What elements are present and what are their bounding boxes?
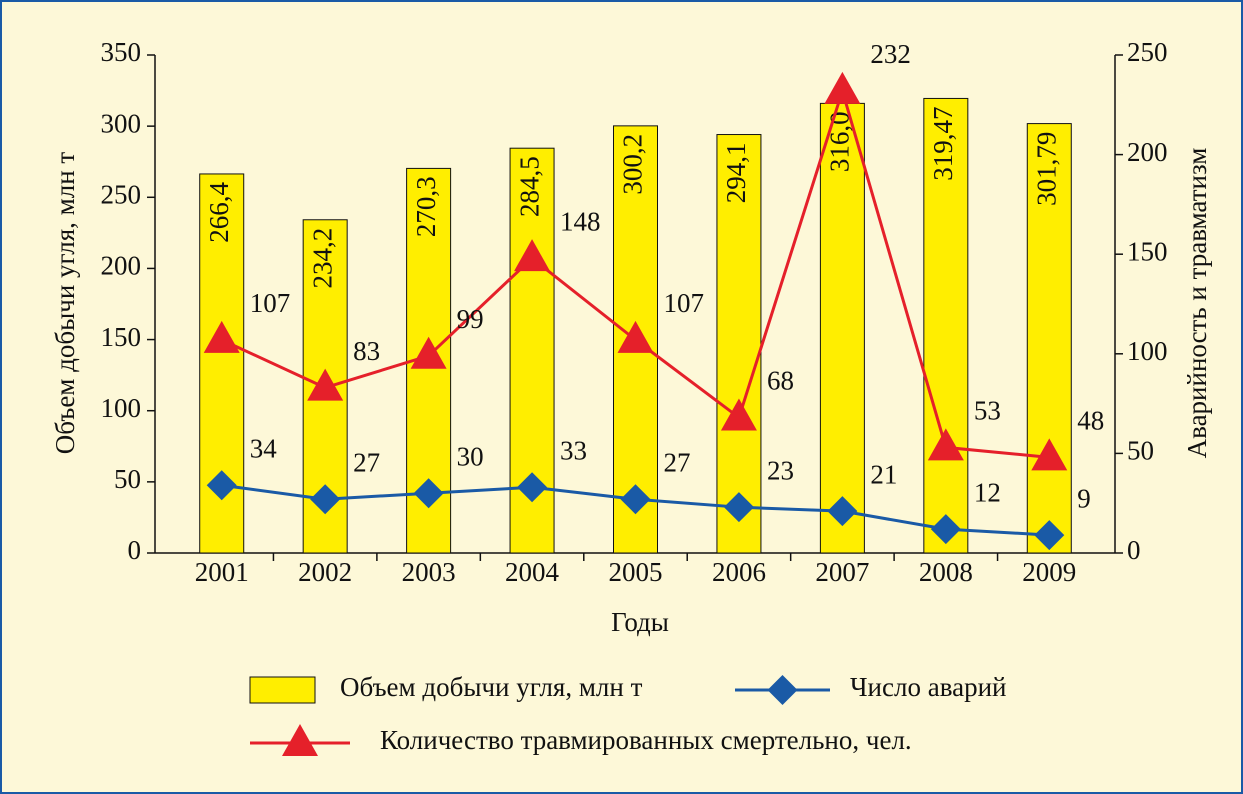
x-tick-label: 2009 <box>1022 557 1076 587</box>
marker <box>1034 520 1065 551</box>
line-value-label: 27 <box>353 447 380 477</box>
y2-tick-label: 200 <box>1127 137 1168 167</box>
y2-tick-label: 150 <box>1127 236 1168 266</box>
legend-label: Число аварий <box>850 672 1006 702</box>
legend-label: Объем добычи угля, млн т <box>340 672 643 702</box>
marker <box>413 478 444 509</box>
bar <box>1026 123 1072 554</box>
bar-value-label: 284,5 <box>514 156 544 217</box>
y-tick-label: 50 <box>114 464 141 494</box>
marker <box>310 484 341 515</box>
y-tick-label: 200 <box>101 251 142 281</box>
bar-value-label: 301,79 <box>1031 132 1061 206</box>
bar-value-label: 266,4 <box>204 181 234 242</box>
x-tick-label: 2005 <box>609 557 663 587</box>
y2-tick-label: 250 <box>1127 37 1168 67</box>
legend-label: Количество травмированных смертельно, че… <box>380 725 912 755</box>
marker <box>514 239 551 272</box>
line-value-label: 21 <box>870 459 897 489</box>
line-value-label: 48 <box>1077 406 1104 436</box>
y2-tick-label: 100 <box>1127 336 1168 366</box>
marker <box>203 320 240 353</box>
line-value-label: 99 <box>457 304 484 334</box>
y-tick-label: 100 <box>101 393 142 423</box>
bar-value-label: 270,3 <box>411 176 441 237</box>
x-tick-label: 2006 <box>712 557 766 587</box>
line-value-label: 9 <box>1077 483 1091 513</box>
y-tick-label: 350 <box>101 37 142 67</box>
marker <box>824 71 861 104</box>
bar-value-label: 319,47 <box>928 106 958 180</box>
x-tick-label: 2008 <box>919 557 973 587</box>
bar-value-label: 234,2 <box>307 228 337 289</box>
bar-value-label: 316,0 <box>825 111 855 172</box>
marker <box>930 514 961 545</box>
line-value-label: 83 <box>353 336 380 366</box>
bar <box>923 97 969 554</box>
marker <box>620 484 651 515</box>
line-value-label: 27 <box>664 447 691 477</box>
x-tick-label: 2003 <box>402 557 456 587</box>
marker <box>720 398 757 431</box>
legend-marker <box>282 724 318 756</box>
line-value-label: 232 <box>870 39 911 69</box>
line-value-label: 33 <box>560 435 587 465</box>
y-tick-label: 300 <box>101 108 142 138</box>
x-axis-label: Годы <box>611 607 669 637</box>
bar-value-label: 294,1 <box>721 143 751 204</box>
line-value-label: 30 <box>457 441 484 471</box>
y2-axis-label: Аварийность и травматизм <box>1182 148 1212 459</box>
x-tick-label: 2001 <box>195 557 249 587</box>
line-value-label: 68 <box>767 366 794 396</box>
y-axis-label: Объем добычи угля, млн т <box>50 152 80 455</box>
y-tick-label: 250 <box>101 179 142 209</box>
y-tick-label: 150 <box>101 322 142 352</box>
y-tick-label: 0 <box>128 535 142 565</box>
x-tick-label: 2002 <box>298 557 352 587</box>
y2-tick-label: 0 <box>1127 535 1141 565</box>
marker <box>1031 438 1068 471</box>
marker <box>517 472 548 503</box>
marker <box>617 320 654 353</box>
marker <box>827 496 858 527</box>
line-value-label: 53 <box>974 396 1001 426</box>
line-value-label: 148 <box>560 206 601 236</box>
marker <box>206 470 237 501</box>
marker <box>410 336 447 369</box>
marker <box>723 492 754 523</box>
marker <box>307 368 344 401</box>
legend-swatch <box>249 676 316 704</box>
x-tick-label: 2007 <box>815 557 869 587</box>
line-value-label: 107 <box>250 288 291 318</box>
line-value-label: 12 <box>974 477 1001 507</box>
line-value-label: 107 <box>664 288 705 318</box>
bar <box>819 102 865 554</box>
x-tick-label: 2004 <box>505 557 560 587</box>
bar <box>716 134 762 554</box>
line-value-label: 23 <box>767 455 794 485</box>
marker <box>927 428 964 461</box>
bar-value-label: 300,2 <box>618 134 648 195</box>
legend-marker <box>767 675 798 705</box>
line-value-label: 34 <box>250 433 278 463</box>
y2-tick-label: 50 <box>1127 436 1154 466</box>
